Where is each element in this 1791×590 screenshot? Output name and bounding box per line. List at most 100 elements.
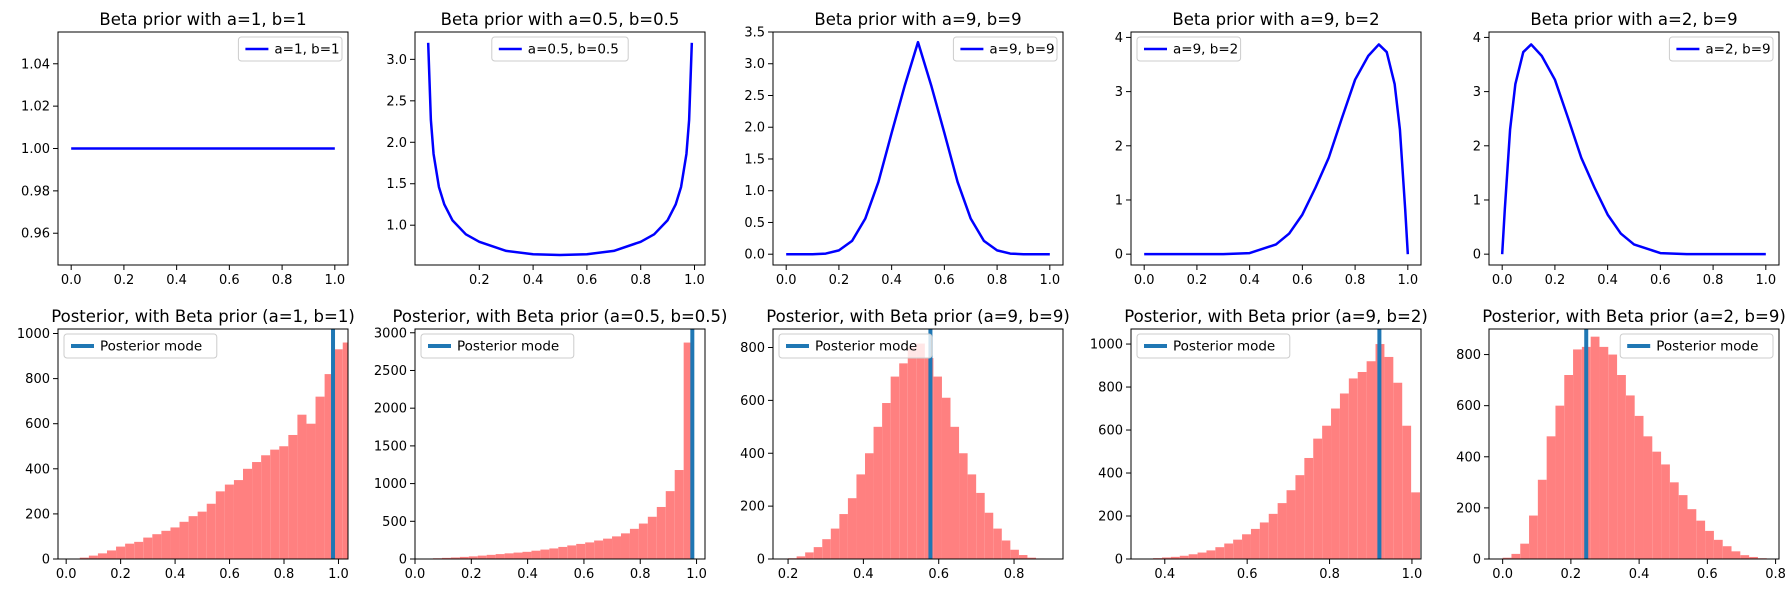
x-tick-label: 0.6 [219, 567, 240, 582]
histogram-bar [495, 554, 505, 559]
y-tick-label: 3.0 [744, 57, 765, 72]
plot-area [1144, 329, 1421, 559]
y-tick-label: 200 [1456, 501, 1481, 516]
histogram-bar [504, 553, 514, 559]
plot-area [424, 329, 695, 559]
histogram-bar [106, 550, 117, 559]
histogram-bar [567, 545, 577, 559]
legend-box [1136, 333, 1291, 359]
axes-frame [1488, 328, 1780, 560]
x-tick-label: 0.4 [165, 567, 186, 582]
histogram-bar [297, 414, 307, 559]
histogram-bar [1669, 482, 1679, 559]
plot-area [426, 42, 694, 257]
x-tick-label: 0.4 [523, 273, 544, 288]
histogram-bar [1634, 415, 1644, 559]
subplot-10: 0.0 0.2 0.4 0.6 0.8 0 200 400 600 800 Posterior, w… [1456, 307, 1786, 582]
legend-label: Posterior mode [815, 339, 917, 355]
x-tick-label: 0.8 [274, 567, 295, 582]
histogram-bar [993, 528, 1002, 559]
histogram-bar [620, 533, 630, 559]
legend-label: a=2, b=9 [1705, 42, 1770, 58]
subplot-title: Posterior, with Beta prior (a=9, b=9) [766, 307, 1070, 326]
legend-box [778, 333, 933, 359]
histogram-bar [1546, 436, 1556, 559]
histogram-bar [1268, 513, 1278, 559]
legend-label: a=9, b=2 [1173, 42, 1238, 58]
histogram-bar [1295, 475, 1305, 559]
series-line [426, 42, 694, 257]
histogram-bar [665, 491, 675, 559]
histogram-bar [1625, 395, 1635, 559]
histogram-bar [976, 492, 985, 559]
axes-frame [1130, 328, 1422, 560]
y-tick-label: 200 [1098, 510, 1123, 525]
histogram-bar [513, 552, 523, 559]
axes-frame [772, 31, 1064, 266]
subplot-2: 0.2 0.4 0.6 0.8 1.0 1.0 1.5 2.0 2.5 3.0 Beta prior… [386, 10, 706, 288]
x-tick-label: 0.6 [1697, 567, 1718, 582]
histogram-bar [1197, 552, 1207, 559]
x-tick-label: 0.0 [1134, 273, 1155, 288]
subplot-title: Beta prior with a=9, b=2 [1172, 10, 1379, 29]
y-tick-label: 0.98 [21, 184, 50, 199]
legend-box [63, 333, 218, 359]
histogram-bar [1010, 549, 1019, 559]
histogram-bar [88, 555, 98, 559]
histogram-bar [1740, 555, 1750, 559]
histogram-bar [441, 557, 451, 559]
histogram-bar [1224, 543, 1234, 559]
x-tick-label: 0.0 [1492, 567, 1513, 582]
legend: Posterior mode [420, 333, 575, 359]
y-tick-label: 4 [1115, 31, 1123, 46]
y-tick-label: 400 [1098, 467, 1123, 482]
y-tick-label: 2.5 [386, 94, 407, 109]
y-tick-label: 800 [1098, 381, 1123, 396]
histogram-bar [522, 551, 532, 559]
subplot-title: Posterior, with Beta prior (a=1, b=1) [51, 307, 355, 326]
histogram-bar [450, 557, 460, 559]
subplot-9: 0.4 0.6 0.8 1.0 0 200 400 600 800 1000Posterior, … [1090, 307, 1428, 582]
y-tick-label: 1.0 [386, 219, 407, 234]
histogram-bar [261, 455, 271, 559]
y-tick-label: 4 [1473, 31, 1481, 46]
x-tick-label: 0.8 [630, 567, 651, 582]
histogram-bar [839, 514, 848, 559]
y-tick-label: 1.5 [386, 177, 407, 192]
histogram-bar [1393, 382, 1403, 559]
x-tick-label: 0.0 [56, 567, 77, 582]
subplot-7: 0.0 0.2 0.4 0.6 0.8 1.0 0 500 1000 1500 2000 2500 30… [374, 307, 728, 582]
y-tick-label: 0 [1473, 248, 1481, 263]
histogram-bar [233, 480, 244, 559]
x-tick-label: 0.6 [1650, 273, 1671, 288]
histogram-bar [1678, 495, 1688, 559]
y-tick-label: 1.04 [21, 57, 50, 72]
x-tick-label: 0.6 [1292, 273, 1313, 288]
y-tick-label: 3 [1115, 85, 1123, 100]
histogram-bar [288, 434, 298, 559]
legend: a=1, b=1 [237, 36, 343, 62]
histogram-bar [1313, 438, 1323, 559]
y-tick-label: 2500 [374, 364, 407, 379]
axes-frame [414, 328, 706, 560]
histogram-bar [1215, 547, 1225, 559]
y-tick-label: 0.0 [744, 248, 765, 263]
histogram-bar [873, 426, 883, 559]
histogram-bar [1384, 356, 1394, 559]
histogram-bar [1331, 408, 1340, 559]
x-tick-label: 0.4 [166, 273, 187, 288]
histogram-bar [558, 546, 568, 559]
histogram-bar [856, 474, 866, 559]
histogram-bar [822, 539, 831, 559]
x-tick-label: 0.6 [219, 273, 240, 288]
histogram-bar [882, 403, 891, 559]
subplot-title: Beta prior with a=9, b=9 [814, 10, 1021, 29]
histogram-bar [1564, 375, 1574, 559]
histogram-bar [1402, 425, 1412, 559]
x-tick-label: 0.0 [776, 273, 797, 288]
histogram-bar [270, 449, 280, 559]
histogram-bar [1687, 509, 1697, 559]
axes-frame [57, 328, 349, 560]
histogram-bar [468, 556, 478, 559]
histogram-bar [486, 554, 496, 559]
